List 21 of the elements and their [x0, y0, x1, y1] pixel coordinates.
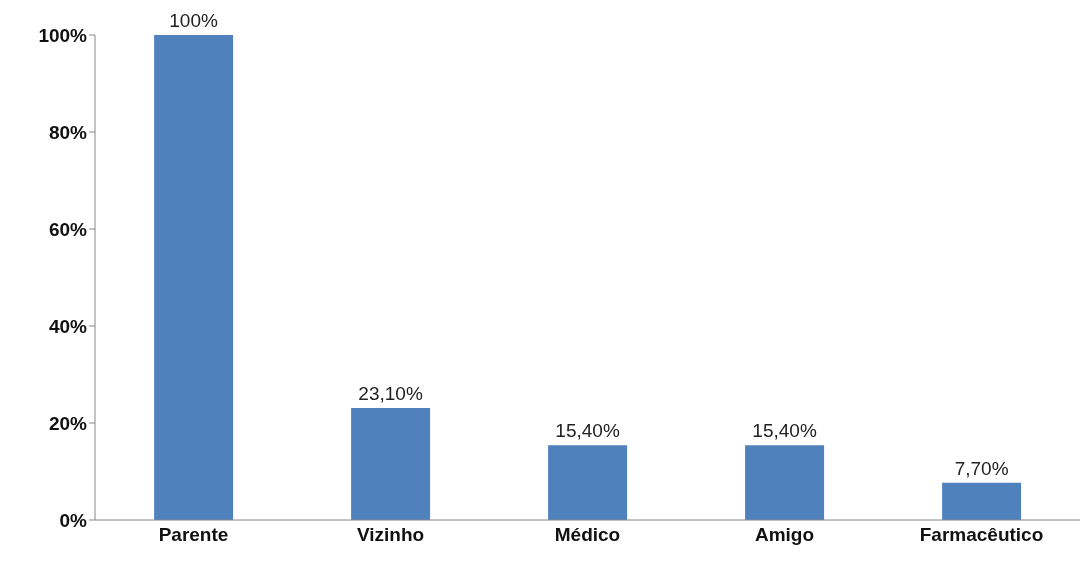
- y-tick-label: 0%: [59, 509, 88, 531]
- y-tick-label: 60%: [48, 218, 88, 240]
- y-tick-label: 100%: [38, 24, 88, 46]
- y-tick-label: 20%: [48, 412, 88, 434]
- x-tick-label: Farmacêutico: [919, 524, 1044, 546]
- x-tick-label: Médico: [554, 524, 621, 546]
- y-tick-label: 80%: [48, 121, 88, 143]
- x-tick-label: Parente: [158, 524, 229, 546]
- x-tick-label: Vizinho: [356, 524, 425, 546]
- bar: [351, 407, 431, 520]
- data-label: 100%: [169, 10, 218, 31]
- bar: [745, 445, 825, 520]
- bar: [548, 445, 628, 520]
- bar: [942, 482, 1022, 520]
- data-label: 15,40%: [555, 420, 620, 442]
- x-tick-label: Amigo: [754, 524, 815, 546]
- data-label: 15,40%: [752, 420, 817, 442]
- data-label: 7,70%: [954, 457, 1009, 479]
- data-label: 23,10%: [358, 382, 423, 404]
- bar: [154, 35, 234, 520]
- y-tick-label: 40%: [48, 315, 88, 337]
